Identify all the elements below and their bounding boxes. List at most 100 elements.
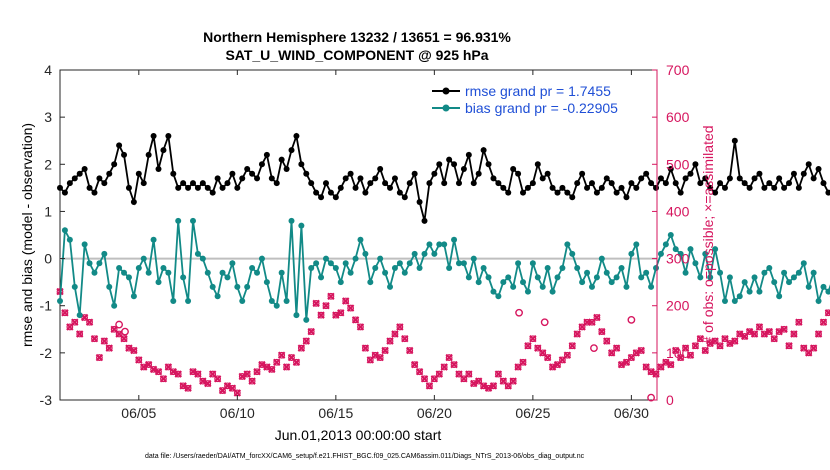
rmse-point: [588, 180, 595, 187]
bias-point: [111, 302, 118, 309]
obs-possible-point: [391, 330, 399, 338]
obs-assimilated-point: [681, 344, 690, 352]
rmse-point: [702, 175, 709, 182]
rmse-point: [313, 189, 320, 196]
obs-assimilated-point: [529, 335, 537, 343]
rmse-point: [726, 175, 733, 182]
rmse-point: [510, 166, 517, 172]
bias-point: [470, 255, 477, 262]
rmse-point: [653, 184, 660, 191]
rmse-point: [175, 184, 182, 191]
obs-possible-point: [317, 311, 325, 319]
obs-possible-point: [145, 361, 153, 369]
bias-point: [593, 274, 600, 281]
obs-assimilated-point: [159, 375, 168, 383]
bias-point: [682, 269, 689, 276]
bias-point: [579, 279, 586, 286]
rmse-point: [455, 180, 462, 187]
rmse-point: [298, 161, 305, 168]
obs-assimilated-point: [519, 358, 527, 366]
rmse-point: [318, 194, 325, 201]
obs-assimilated-point: [351, 316, 360, 324]
bias-point: [588, 283, 595, 290]
bias-point: [485, 274, 492, 281]
obs-possible-point: [411, 361, 419, 369]
obs-assimilated-point: [686, 351, 695, 359]
obs-assimilated-point: [790, 330, 798, 338]
rmse-point: [160, 147, 167, 154]
obs-possible-point: [135, 356, 143, 364]
rmse-point: [485, 161, 492, 168]
rmse-point: [475, 170, 482, 177]
obs-possible-point: [273, 358, 281, 366]
rmse-point: [559, 184, 566, 191]
obs-possible-point: [790, 330, 798, 338]
obs-assimilated-point: [401, 335, 409, 343]
obs-possible-point: [573, 330, 581, 338]
rmse-point: [91, 189, 98, 196]
obs-possible-point: [539, 349, 547, 357]
bias-point: [145, 269, 152, 276]
bias-point: [234, 283, 241, 290]
obs-possible-point: [554, 361, 561, 369]
obs-possible-point: [96, 354, 103, 361]
obs-assimilated-point: [612, 344, 621, 352]
obs-possible-point: [288, 354, 295, 361]
rmse-point: [81, 166, 88, 172]
obs-possible-point: [312, 299, 320, 307]
rmse-point: [96, 175, 103, 182]
bias-point: [721, 298, 728, 304]
obs-possible-point: [450, 361, 458, 369]
rmse-point: [357, 175, 364, 182]
rmse-point: [520, 189, 527, 196]
rmse-point: [308, 180, 315, 187]
obs-assimilated-point: [277, 351, 286, 359]
rmse-point: [721, 184, 728, 191]
legend-bias-marker: [442, 104, 450, 112]
bias-point: [446, 265, 453, 271]
rmse-point: [815, 166, 822, 172]
bias-point: [180, 274, 187, 281]
bias-point: [61, 227, 68, 234]
obs-assimilated-point: [273, 358, 281, 366]
obs-assimilated-point: [386, 337, 394, 345]
obs-possible-point: [209, 370, 217, 378]
obs-possible-point: [701, 347, 709, 354]
bias-point: [283, 298, 290, 304]
obs-assimilated-point: [435, 370, 443, 378]
obs-possible-point: [583, 318, 591, 326]
obs-possible-point: [322, 302, 330, 310]
rmse-point: [71, 175, 78, 182]
bias-point: [633, 241, 640, 248]
obs-assimilated-point: [652, 370, 660, 378]
obs-possible-point: [86, 318, 93, 326]
obs-assimilated-point: [563, 351, 572, 359]
obs-possible-point: [194, 370, 202, 378]
obs-possible-point: [687, 351, 694, 359]
obs-possible-point: [627, 354, 635, 361]
bias-point: [421, 250, 428, 257]
obs-assimilated-point: [327, 292, 335, 300]
obs-possible-point: [61, 309, 69, 317]
rmse-point: [682, 175, 689, 182]
rmse-point: [57, 184, 63, 191]
obs-possible-point: [120, 335, 128, 343]
y-left-axis-ticks: -3 -2 -1 0 1 2 3 4: [40, 62, 65, 408]
rmse-point: [707, 184, 714, 191]
bias-point: [96, 260, 103, 267]
obs-possible-point: [421, 375, 428, 383]
bias-point: [308, 265, 315, 271]
obs-assimilated-point: [573, 330, 581, 338]
bias-point: [712, 246, 719, 253]
rmse-point: [574, 180, 581, 187]
obs-assimilated-point: [346, 304, 355, 312]
bias-point: [648, 283, 655, 290]
rmse-point: [101, 180, 108, 187]
obs-possible-point: [297, 344, 305, 352]
bias-point: [76, 312, 83, 319]
obs-possible-point: [386, 337, 394, 345]
bias-point: [653, 265, 660, 271]
bias-point: [667, 232, 674, 238]
bias-point: [81, 241, 88, 248]
rmse-point: [786, 180, 793, 187]
